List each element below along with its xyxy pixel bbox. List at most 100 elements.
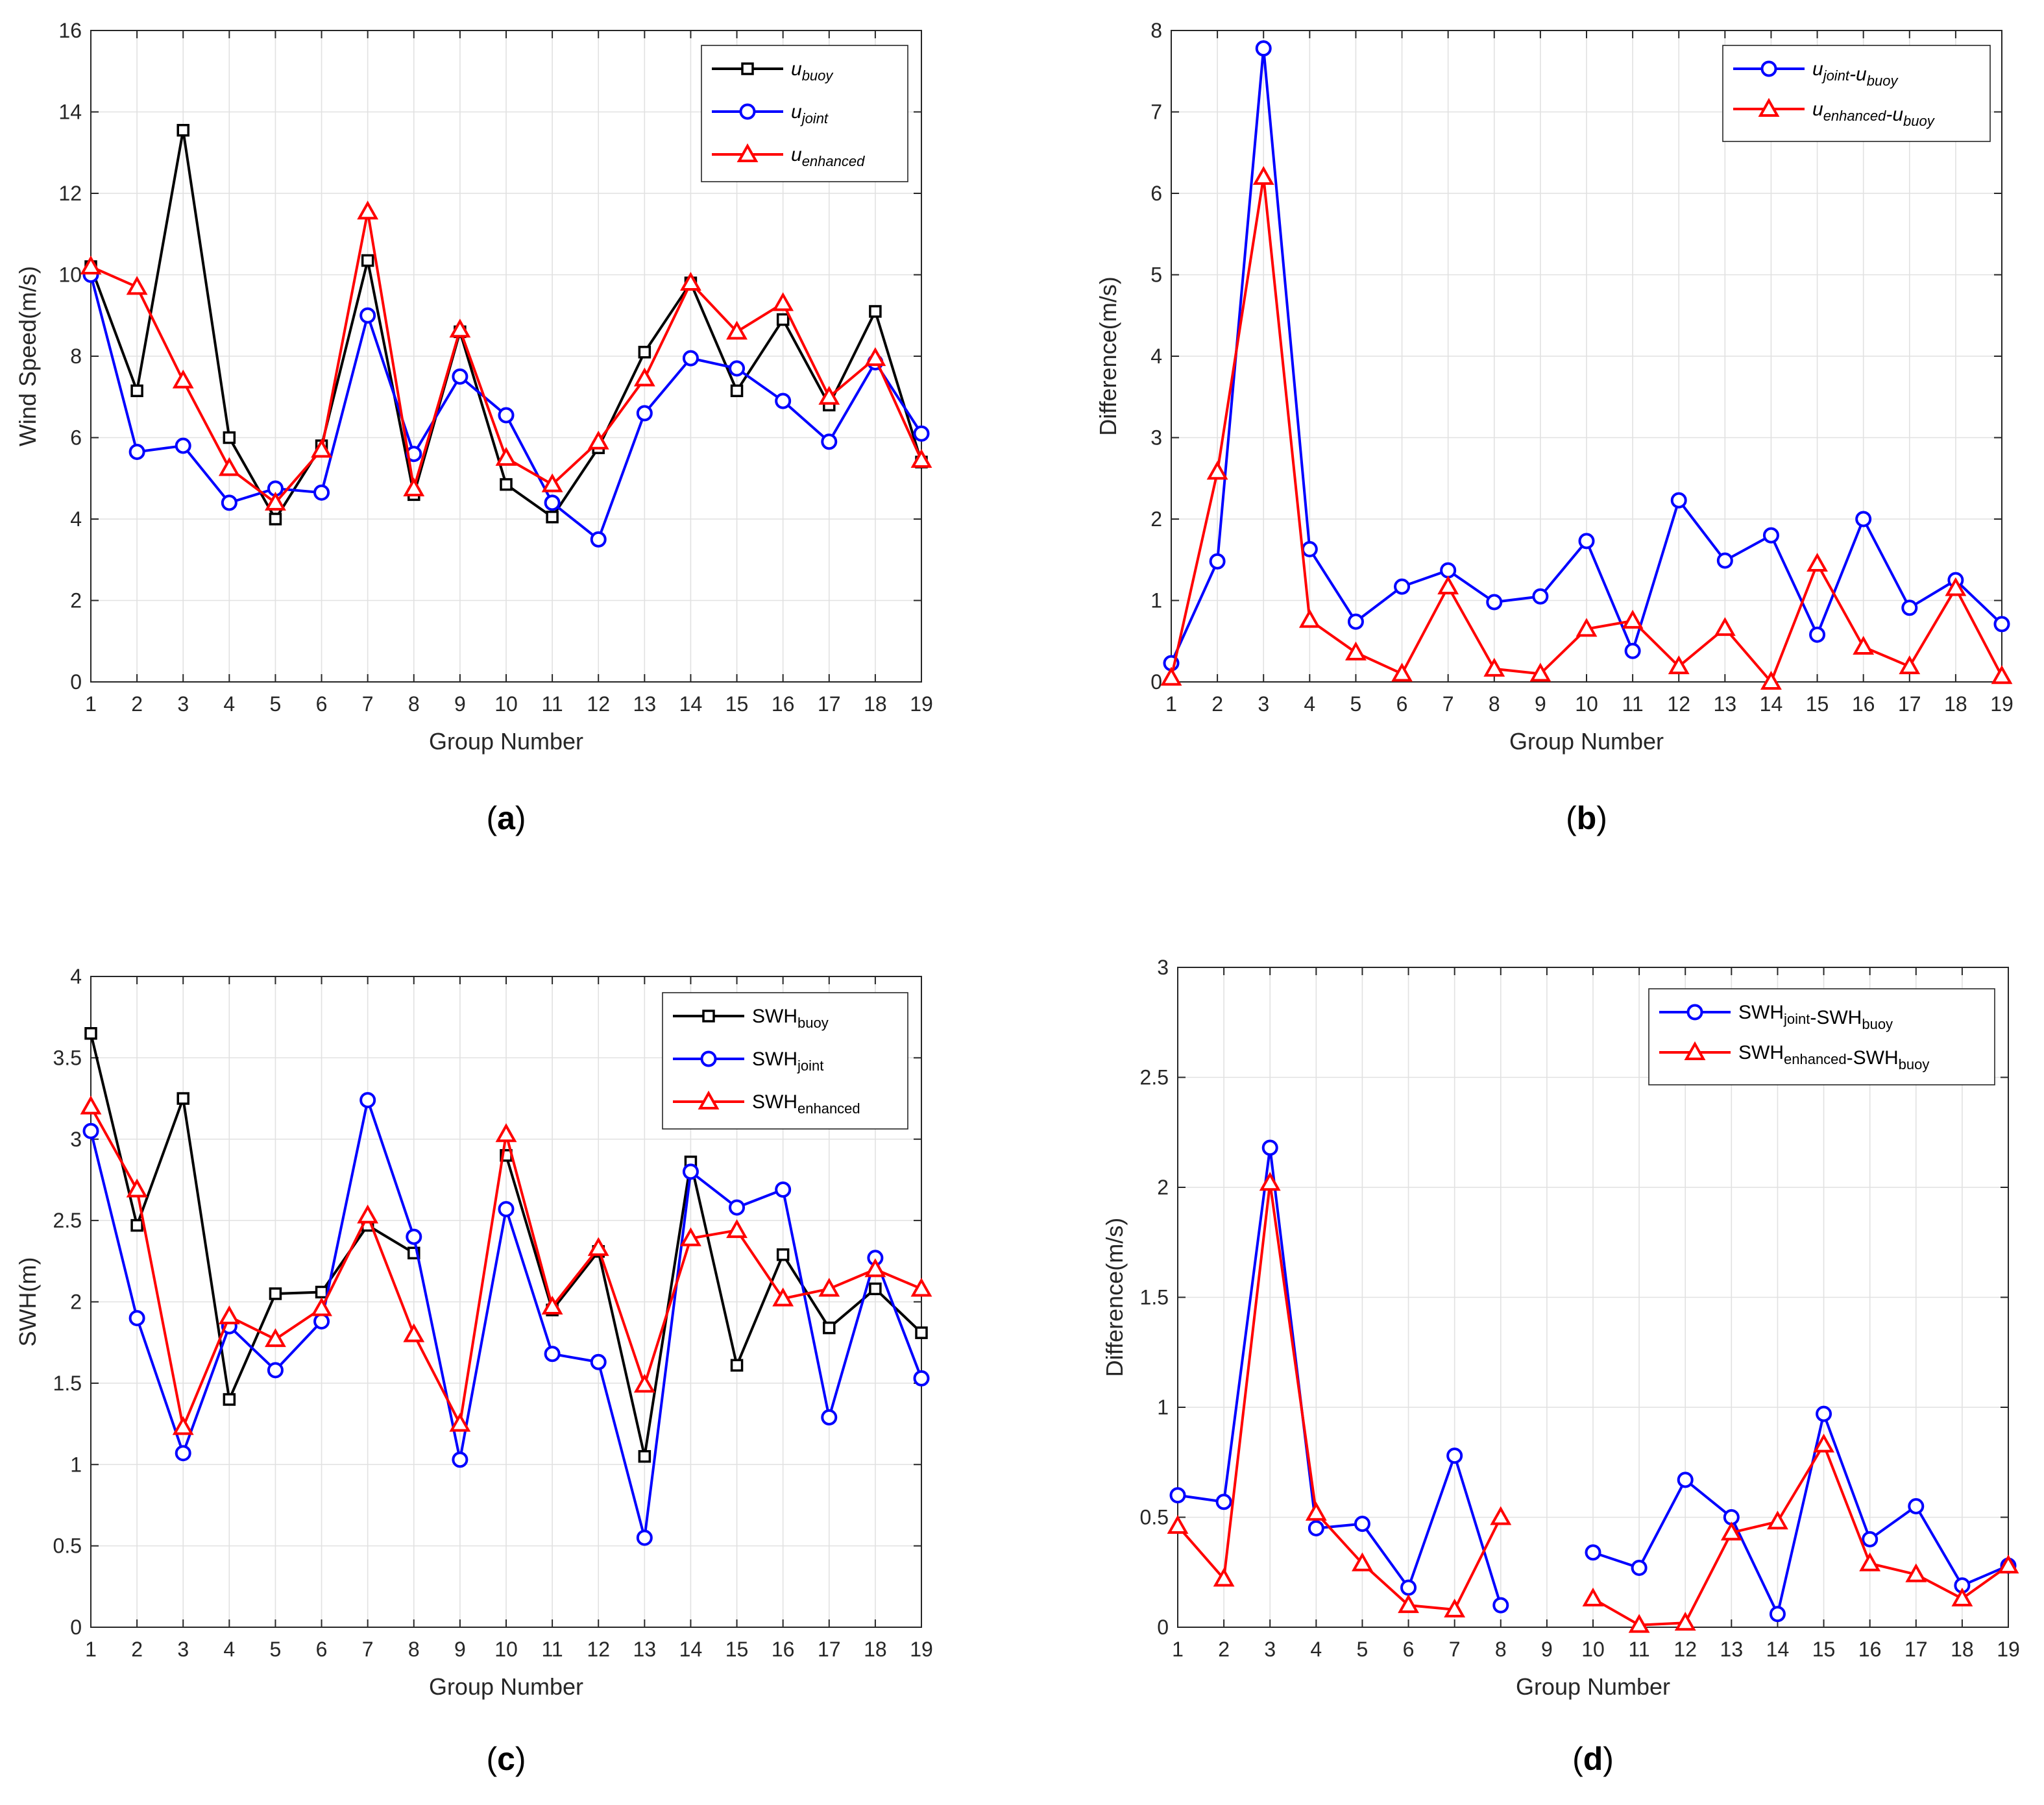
x-tick-label: 6 (1396, 692, 1408, 716)
panel-caption: (a) (486, 800, 526, 836)
data-point (130, 1218, 143, 1232)
y-tick-label: 2 (1157, 1176, 1169, 1199)
x-tick-label: 9 (1535, 692, 1546, 716)
data-point (126, 276, 148, 295)
y-tick-label: 0 (1157, 1616, 1169, 1639)
data-point (500, 478, 513, 491)
data-point (82, 1122, 99, 1139)
data-point (680, 1227, 701, 1246)
data-point (1677, 1472, 1694, 1488)
data-point (680, 271, 701, 291)
data-point (359, 1092, 376, 1109)
x-tick-label: 17 (1898, 692, 1921, 716)
y-tick-label: 2.5 (53, 1209, 82, 1232)
x-tick-label: 4 (1304, 692, 1315, 716)
legend: ubuoy ujoint uenhanced (701, 45, 908, 182)
data-point (915, 1326, 928, 1339)
legend-label: uenhanced (791, 144, 865, 169)
data-point (1576, 618, 1598, 637)
data-point (84, 1027, 97, 1040)
data-point (221, 494, 237, 511)
x-tick-label: 13 (1714, 692, 1737, 716)
data-point (406, 1228, 422, 1245)
data-point (587, 1237, 609, 1256)
data-point (590, 1353, 607, 1370)
x-tick-label: 17 (1904, 1638, 1928, 1661)
x-tick-label: 12 (1673, 1638, 1697, 1661)
legend-marker (1758, 97, 1780, 117)
chart-panel-b: 1 2 3 4 5 6 7 8 9 10 11 12 13 14 15 16 17 18 19012345678Gr… (1095, 19, 2014, 836)
legend-marker (741, 62, 754, 75)
x-tick-label: 9 (454, 692, 466, 716)
y-tick-label: 0.5 (53, 1534, 82, 1558)
data-point (1668, 655, 1690, 675)
x-tick-label: 18 (864, 1638, 887, 1661)
data-point (175, 1445, 191, 1462)
y-tick-label: 0.5 (1140, 1506, 1169, 1529)
data-point (1298, 609, 1320, 628)
x-tick-label: 19 (1990, 692, 2014, 716)
x-axis-label: Group Number (429, 728, 583, 755)
data-point (359, 307, 376, 324)
legend: SWHjoint-SWHbuoy SWHenhanced-SWHbuoy (1648, 988, 1995, 1085)
series-line (1177, 1146, 1502, 1606)
data-point (498, 407, 515, 424)
x-tick-label: 15 (1806, 692, 1829, 716)
data-point (823, 1321, 836, 1335)
x-tick-label: 3 (1258, 692, 1269, 716)
data-point (1529, 662, 1551, 682)
data-point (1255, 40, 1272, 57)
data-point (633, 367, 655, 387)
y-tick-label: 1.5 (53, 1372, 82, 1395)
data-point (452, 368, 468, 385)
x-tick-label: 6 (316, 692, 328, 716)
x-tick-label: 4 (223, 692, 235, 716)
data-point (1252, 165, 1274, 185)
x-tick-label: 7 (362, 692, 374, 716)
data-point (1345, 641, 1367, 660)
data-point (80, 1095, 102, 1115)
y-tick-label: 3.5 (53, 1046, 82, 1069)
x-tick-label: 8 (1495, 1638, 1507, 1661)
data-point (1862, 1531, 1879, 1547)
data-point (587, 430, 609, 450)
x-tick-label: 14 (679, 692, 703, 716)
y-tick-label: 2 (1150, 507, 1162, 531)
data-point (498, 1201, 515, 1218)
x-tick-label: 11 (1622, 692, 1644, 716)
y-tick-label: 16 (58, 19, 82, 42)
y-tick-label: 14 (58, 101, 82, 124)
data-point (1767, 1510, 1788, 1530)
data-point (730, 384, 744, 398)
x-axis-label: Group Number (1516, 1673, 1670, 1700)
data-point (1720, 1521, 1742, 1541)
x-tick-label: 19 (1997, 1638, 2020, 1661)
x-tick-label: 8 (1489, 692, 1500, 716)
x-tick-label: 12 (587, 1638, 610, 1661)
data-point (541, 473, 563, 492)
y-tick-label: 6 (70, 426, 82, 450)
x-tick-label: 7 (362, 1638, 374, 1661)
data-point (1769, 1606, 1786, 1623)
data-point (1213, 1568, 1235, 1587)
x-tick-label: 16 (772, 1638, 795, 1661)
y-tick-label: 3 (1150, 426, 1162, 450)
legend-marker (736, 143, 759, 162)
y-tick-label: 0 (1150, 670, 1162, 694)
data-point (449, 319, 471, 338)
data-point (1398, 1594, 1419, 1614)
x-tick-label: 4 (223, 1638, 235, 1661)
y-tick-label: 1 (1157, 1396, 1169, 1419)
data-point (1490, 1506, 1512, 1525)
panel-caption: (b) (1566, 800, 1607, 836)
data-point (403, 1323, 425, 1342)
x-tick-label: 16 (772, 692, 795, 716)
data-point (1308, 1520, 1324, 1536)
data-point (315, 1285, 328, 1299)
y-tick-label: 2.5 (1140, 1066, 1169, 1089)
data-point (1905, 1563, 1927, 1582)
data-point (1716, 552, 1733, 569)
legend-label: uenhanced-ubuoy (1812, 99, 1936, 129)
x-tick-label: 15 (725, 1638, 749, 1661)
